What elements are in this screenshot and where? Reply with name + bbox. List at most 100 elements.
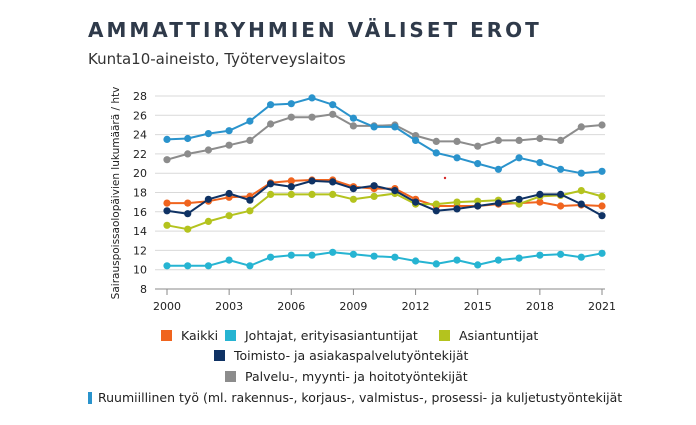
data-point — [557, 190, 565, 198]
data-point — [474, 261, 482, 269]
data-point — [308, 177, 316, 185]
data-point — [598, 202, 606, 210]
data-point — [349, 250, 357, 258]
data-point — [329, 190, 337, 198]
data-point — [308, 94, 316, 102]
data-point — [453, 205, 461, 213]
data-point — [246, 262, 254, 270]
data-point — [577, 253, 585, 261]
legend-swatch — [225, 371, 236, 382]
data-point — [453, 256, 461, 264]
y-tick-label: 16 — [133, 206, 147, 219]
data-point — [204, 217, 212, 225]
data-point — [432, 207, 440, 215]
data-point — [163, 199, 171, 207]
data-point — [287, 177, 295, 185]
data-point — [412, 257, 420, 265]
data-point — [494, 165, 502, 173]
x-tick-label: 2009 — [339, 300, 367, 313]
y-axis-tick-labels: 8 10 12 14 16 18 20 22 24 26 28 — [133, 90, 147, 296]
data-point — [287, 113, 295, 121]
data-point — [204, 130, 212, 138]
data-point — [225, 127, 233, 135]
data-point — [370, 252, 378, 260]
data-point — [163, 262, 171, 270]
data-point — [267, 180, 275, 188]
y-tick-label: 14 — [133, 225, 147, 238]
data-point — [163, 156, 171, 164]
legend-label: Kaikki — [181, 328, 219, 343]
series-line-2 — [166, 189, 603, 231]
data-point — [184, 199, 192, 207]
legend-label: Asiantuntijat — [459, 328, 539, 343]
gridlines — [155, 95, 605, 295]
data-point — [184, 225, 192, 233]
legend-item-asiantuntijat: Asiantuntijat — [439, 328, 538, 343]
data-point — [184, 134, 192, 143]
x-tick-label: 2021 — [588, 300, 616, 313]
data-point — [598, 121, 606, 129]
data-point — [536, 190, 544, 198]
x-tick-label: 2012 — [402, 300, 430, 313]
y-tick-label: 8 — [140, 283, 147, 296]
y-axis-label: Sairauspoissaolopäivien lukumäärä / htv — [110, 87, 122, 300]
data-point — [577, 200, 585, 208]
data-point — [557, 136, 565, 144]
data-point — [267, 101, 275, 109]
data-point — [598, 167, 606, 175]
data-point — [329, 248, 337, 256]
data-point — [308, 190, 316, 198]
data-point — [267, 253, 275, 261]
data-point — [577, 169, 585, 177]
data-point — [225, 189, 233, 198]
data-point — [246, 117, 254, 125]
data-point — [225, 256, 233, 264]
data-point — [370, 192, 378, 200]
data-point — [598, 192, 606, 200]
data-point — [184, 150, 192, 158]
y-tick-label: 28 — [133, 90, 147, 103]
data-point — [536, 198, 544, 206]
data-point — [225, 141, 233, 149]
data-point — [474, 142, 482, 150]
data-point — [474, 160, 482, 168]
data-point — [287, 190, 295, 198]
legend-swatch — [225, 330, 236, 341]
series-line-1 — [166, 251, 603, 267]
chart-title: AMMATTIRYHMIEN VÄLISET EROT — [88, 18, 542, 42]
x-axis-tick-labels: 2000 2003 2006 2009 2012 2015 2018 2021 — [153, 300, 616, 313]
data-point — [453, 154, 461, 162]
series-line-4 — [166, 113, 603, 161]
data-point — [515, 154, 523, 162]
data-point — [308, 113, 316, 121]
y-tick-label: 22 — [133, 148, 147, 161]
data-point — [577, 123, 585, 131]
legend-swatch — [439, 330, 450, 341]
x-tick-label: 2018 — [526, 300, 554, 313]
y-tick-label: 26 — [133, 109, 147, 122]
legend-label: Palvelu-, myynti- ja hoitotyöntekijät — [245, 369, 468, 384]
legend-swatch — [214, 350, 225, 361]
data-point — [598, 249, 606, 257]
data-point — [246, 207, 254, 215]
legend-item-palvelu: Palvelu-, myynti- ja hoitotyöntekijät — [225, 369, 468, 384]
data-point — [391, 187, 399, 195]
data-point — [349, 195, 357, 203]
data-point — [267, 120, 275, 128]
data-point — [391, 123, 399, 131]
data-point — [370, 182, 378, 190]
data-point — [536, 134, 544, 143]
legend-swatch — [161, 330, 172, 341]
data-point — [204, 195, 212, 203]
y-tick-label: 20 — [133, 167, 147, 180]
y-tick-label: 10 — [133, 264, 147, 277]
data-point — [163, 221, 171, 229]
data-point — [184, 262, 192, 270]
data-point — [287, 100, 295, 108]
data-point — [329, 110, 337, 118]
data-point — [349, 185, 357, 193]
data-point — [204, 262, 212, 270]
data-point — [308, 251, 316, 259]
legend-label: Toimisto- ja asiakaspalvelutyöntekijät — [234, 348, 469, 363]
